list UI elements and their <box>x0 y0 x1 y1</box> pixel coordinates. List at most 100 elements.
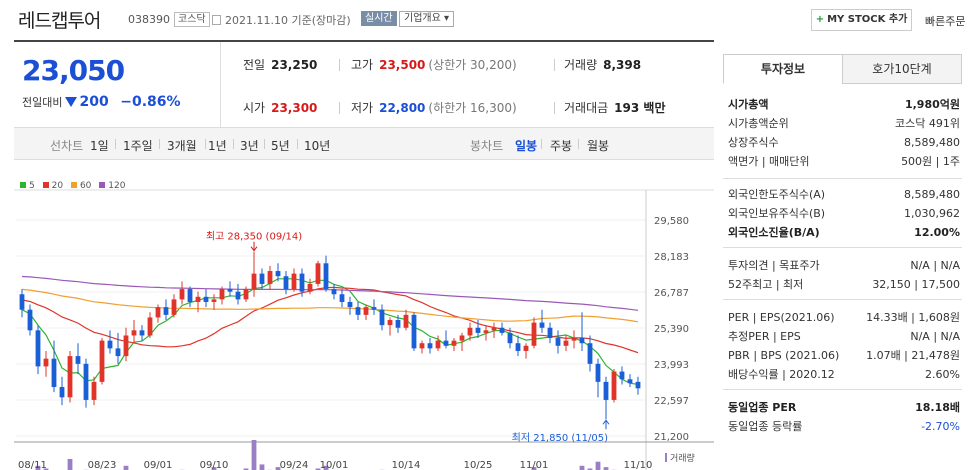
candle-body <box>571 338 577 341</box>
period-1d[interactable]: 1일 <box>90 139 109 153</box>
stock-chart: 5 20 60 120 29,580 28,183 26,787 25,390 23,9… <box>14 160 714 470</box>
info-label: 외국인보유주식수(B) <box>728 207 826 220</box>
info-value: 코스닥 491위 <box>895 117 960 130</box>
candle-body <box>195 296 201 302</box>
volume-bar <box>43 468 49 470</box>
ma60-line <box>21 288 639 323</box>
candle-body <box>515 343 521 351</box>
period-1y[interactable]: 1년 <box>208 139 227 153</box>
change-label: 전일대비 <box>22 96 63 109</box>
candle-body <box>219 289 225 300</box>
candle-daily[interactable]: 일봉 <box>515 139 538 153</box>
trade-amount: 거래대금 193 백만 <box>564 101 666 115</box>
volume-bar <box>595 461 601 470</box>
candle-body <box>99 340 105 382</box>
volume-bar <box>603 467 609 470</box>
info-value: 2.60% <box>925 368 960 381</box>
stock-header: 레드캡투어 038390 코스닥 2021.11.10 기준(장마감) 실시간 … <box>0 0 978 38</box>
period-3y[interactable]: 3년 <box>240 139 259 153</box>
price-change: 전일대비 200 −0.86% <box>22 94 181 110</box>
x-tick-label: 11/10 <box>624 460 653 470</box>
candle-body <box>547 327 553 339</box>
candle-body <box>91 381 97 400</box>
period-5y[interactable]: 5년 <box>271 139 290 153</box>
candle-body <box>331 289 337 295</box>
volume-legend-swatch <box>665 453 667 462</box>
volume-bar <box>275 467 281 470</box>
candle-body <box>291 273 297 290</box>
volume-bar <box>67 459 73 470</box>
candle-body <box>307 283 313 292</box>
candle-body <box>251 273 257 290</box>
realtime-button[interactable]: 실시간 <box>361 11 397 26</box>
y-tick-label: 22,597 <box>654 396 689 407</box>
candle-body <box>323 263 329 290</box>
volume-bar <box>35 465 41 470</box>
min-price-label: 최저 21,850 (11/05) <box>512 432 608 444</box>
info-label: 상장주식수 <box>728 136 779 149</box>
candle-monthly[interactable]: 월봉 <box>587 139 610 153</box>
ma5-label: 5 <box>29 181 35 191</box>
info-label: 52주최고 | 최저 <box>728 278 804 291</box>
line-chart-label: 선차트 <box>50 139 84 153</box>
period-3m[interactable]: 3개월 <box>167 139 197 153</box>
stock-name: 레드캡투어 <box>18 10 101 32</box>
info-value: 18.18배 <box>915 401 960 414</box>
candle-body <box>499 327 505 333</box>
volume-bar <box>323 465 329 470</box>
my-stock-add-button[interactable]: + MY STOCK 추가 <box>811 9 912 31</box>
candle-body <box>403 314 409 328</box>
ma5-swatch <box>20 182 26 188</box>
candle-body <box>339 294 345 302</box>
x-tick-label: 09/24 <box>280 460 309 470</box>
y-tick-label: 21,200 <box>654 432 689 443</box>
volume-bar <box>587 468 593 470</box>
plus-icon: + <box>815 14 825 25</box>
section-divider <box>723 178 962 179</box>
volume-bar <box>123 465 129 470</box>
info-label: 추정PER | EPS <box>728 330 801 343</box>
base-date: 2021.11.10 기준(장마감) <box>212 12 351 28</box>
y-tick-label: 23,993 <box>654 360 689 371</box>
candle-body <box>635 381 641 389</box>
volume-bar <box>259 464 265 470</box>
info-row: 52주최고 | 최저 32,150 | 17,500 <box>728 276 960 294</box>
company-overview-dropdown[interactable]: 기업개요 ▾ <box>399 11 454 27</box>
ma60-swatch <box>70 182 77 188</box>
candle-body <box>211 299 217 302</box>
tab-order-book[interactable]: 호가10단계 <box>842 54 962 84</box>
candle-body <box>275 271 281 277</box>
candle-weekly[interactable]: 주봉 <box>550 139 573 153</box>
chart-toolbar: 선차트 1일 1주일 3개월 1년 3년 5년 10년 봉차트 일봉 주봉 월봉 <box>14 128 714 160</box>
candle-body <box>435 340 441 349</box>
period-10y[interactable]: 10년 <box>304 139 331 153</box>
ma20-label: 20 <box>51 181 64 191</box>
candle-body <box>299 273 305 292</box>
candle-body <box>555 338 561 346</box>
y-tick-label: 26,787 <box>654 288 689 299</box>
ma20-swatch <box>42 182 49 188</box>
quote-panel: 23,050 전일대비 200 −0.86% 전일 23,250 고가 23,500(… <box>14 42 714 128</box>
change-percent: −0.86% <box>120 94 181 110</box>
prev-close: 전일 23,250 <box>243 58 318 72</box>
divider <box>339 59 340 71</box>
tab-investment-info[interactable]: 투자정보 <box>723 54 843 84</box>
chart-canvas[interactable]: 29,580 28,183 26,787 25,390 23,993 22,597 21,2… <box>14 160 714 470</box>
period-1w[interactable]: 1주일 <box>123 139 153 153</box>
candle-body <box>347 301 353 308</box>
quick-order-link[interactable]: 빠른주문 <box>925 15 966 28</box>
divider <box>339 102 340 114</box>
volume-bar <box>211 467 217 470</box>
candle-body <box>267 271 273 284</box>
x-tick-label: 08/23 <box>88 460 117 470</box>
section-divider <box>723 299 962 300</box>
ma120-label: 120 <box>108 181 126 191</box>
candle-body <box>235 291 241 300</box>
y-tick-label: 28,183 <box>654 252 689 263</box>
current-price: 23,050 <box>22 54 125 87</box>
info-row: 시가총액 1,980억원 <box>728 96 960 114</box>
base-date-text: 2021.11.10 기준(장마감) <box>225 14 351 27</box>
candle-body <box>59 387 65 398</box>
down-arrow-icon <box>65 97 78 107</box>
info-label: 동일업종 PER <box>728 401 797 414</box>
